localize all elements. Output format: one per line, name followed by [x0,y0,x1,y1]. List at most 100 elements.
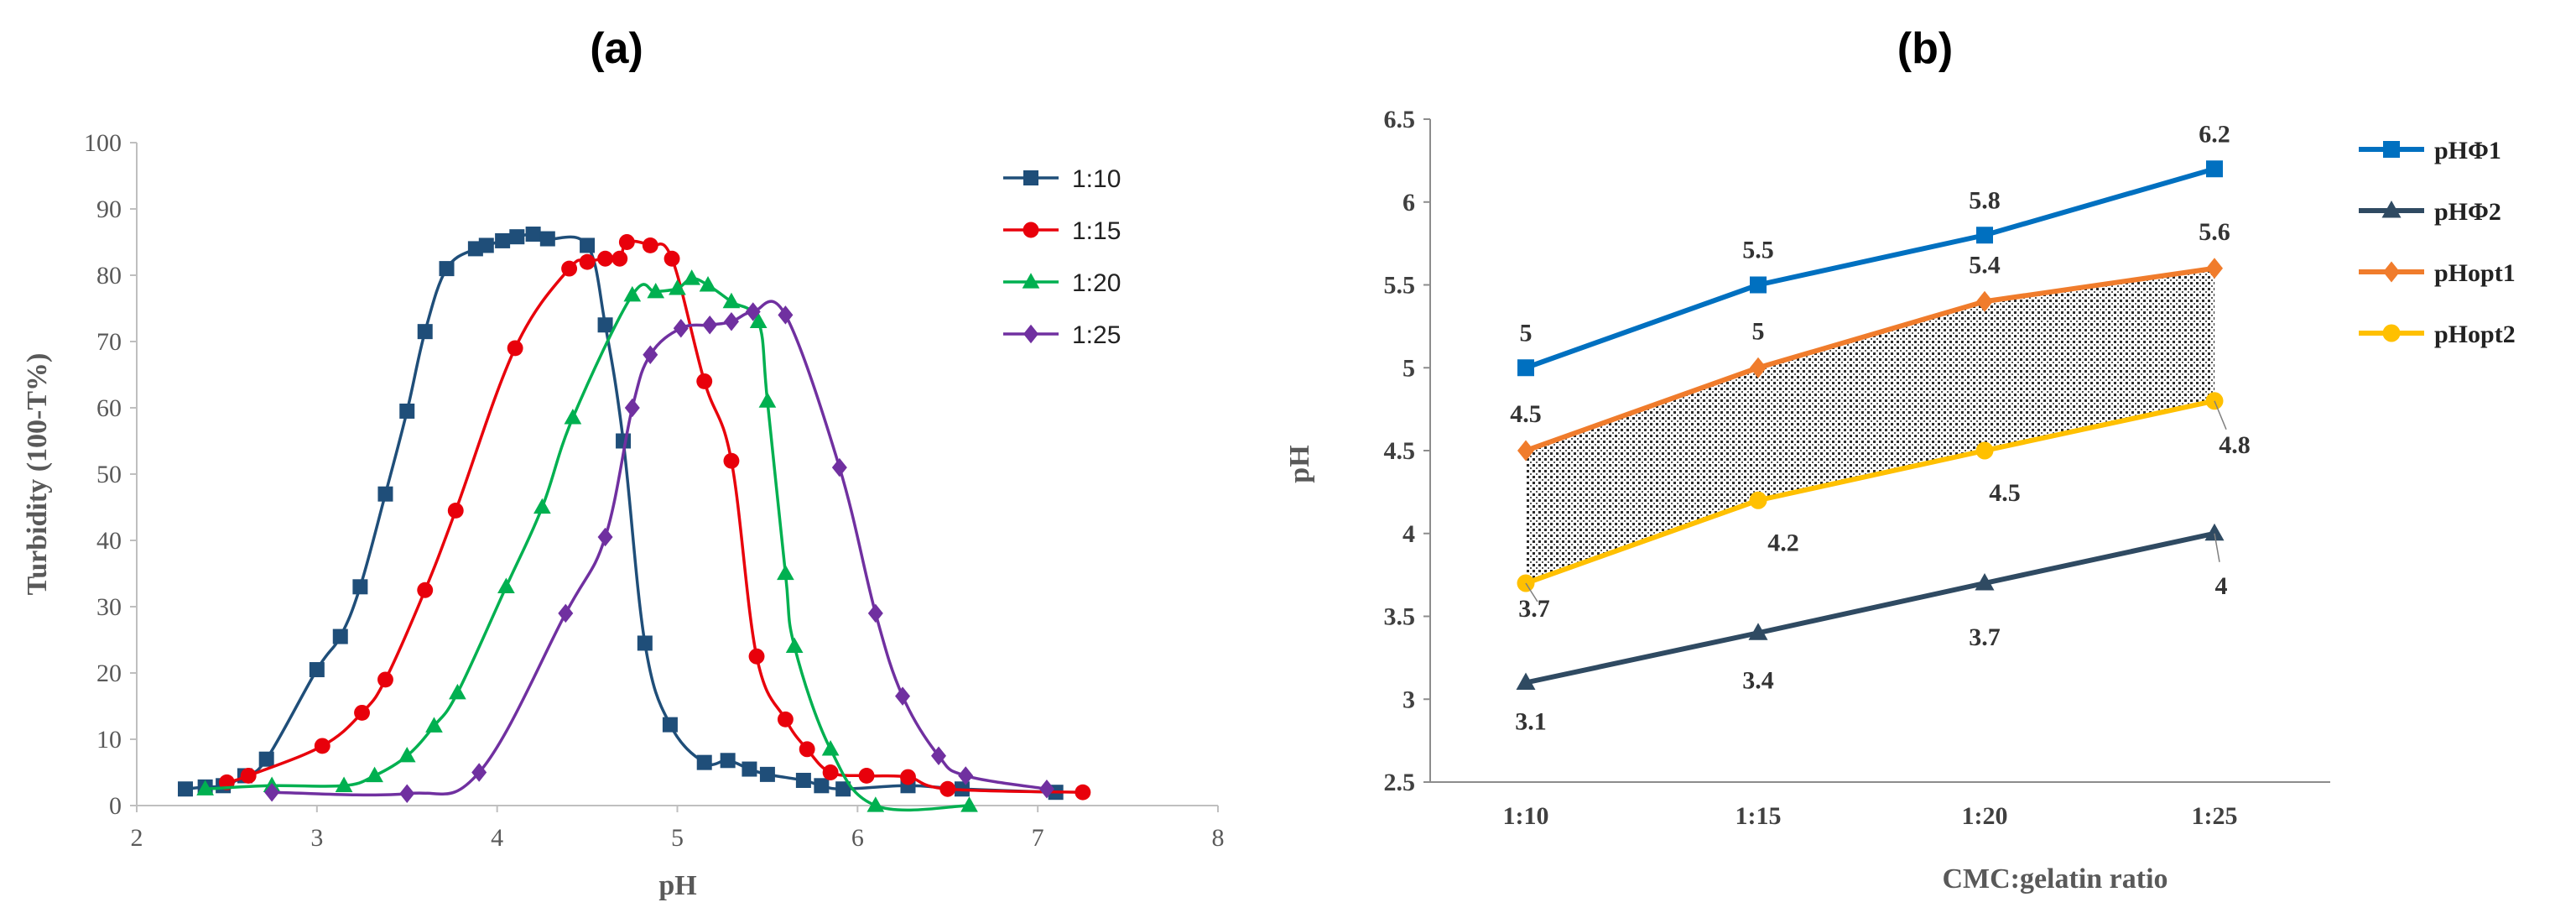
chart-a-data-point [939,780,956,797]
chart-a-legend-marker [1023,170,1038,185]
chart-a-legend-label: 1:25 [1072,321,1121,349]
chart-a-data-point [900,769,916,785]
chart-a-series-1-25 [264,300,1054,804]
chart-a-data-point [314,738,330,754]
chart-b-data-point [2206,160,2223,178]
chart-a-data-point [497,577,515,593]
chart-a-data-point [931,746,947,765]
chart-a-legend-item: 1:20 [1003,269,1121,297]
chart-b-data-label: 5.5 [1742,237,1774,264]
chart-b-data-label: 4.2 [1767,529,1799,556]
chart-a-x-tick-label: 3 [310,824,323,852]
chart-b-data-label: 4.8 [2219,431,2251,459]
chart-a-data-point [417,582,434,598]
chart-b-legend: pHΦ1 pHΦ2 pHopt1 pHopt2 [2359,137,2516,348]
chart-a-data-point [354,704,370,721]
chart-a-data-point [647,282,665,299]
chart-a-data-point [662,717,678,733]
chart-b-y-tick-label: 4 [1402,520,1415,548]
chart-a-legend-marker [1023,222,1039,238]
chart-a-data-point [352,579,368,595]
chart-a-series-1-20 [196,269,978,812]
chart-a-data-point [702,316,718,335]
chart-a-data-point [1038,780,1054,799]
chart-a-x-tick-label: 4 [491,824,503,852]
chart-a-legend-label: 1:10 [1072,165,1121,193]
chart-b-x-tick-label: 1:20 [1962,802,2008,830]
chart-b-y-tick-label: 3.5 [1384,603,1416,631]
chart-a-data-point [447,503,464,519]
chart-a-data-point [579,253,596,270]
chart-b-data-point [1975,441,1994,460]
chart-b: (b) 2.533.544.555.566.51:10 1:15 1:20 1:25 … [1284,24,2516,895]
chart-b-y-tick-label: 6 [1402,189,1415,216]
chart-b-y-tick-label: 3 [1402,686,1415,713]
chart-a-data-point [785,637,804,654]
chart-a-data-point [525,227,541,243]
chart-a-data-point [597,250,614,267]
chart-a-data-point [471,763,487,782]
chart-a-y-tick-label: 70 [96,328,122,356]
chart-b-data-label: 3.4 [1742,666,1774,694]
chart-b-series-line [1524,265,2215,453]
chart-a-data-point [580,237,596,253]
chart-a-x-tick-label: 2 [131,824,143,852]
chart-b-data-label: 5.4 [1969,251,2001,279]
chart-a-data-point [624,398,640,418]
chart-a-data-point [960,796,978,812]
chart-b-legend-marker [2381,201,2402,218]
chart-a-x-tick-label: 8 [1212,824,1225,852]
chart-a-x-axis-title: pH [658,870,696,901]
chart-a-data-point [332,629,348,644]
chart-a-series-line [205,277,970,812]
chart-b-legend-label: pHΦ1 [2434,137,2501,164]
chart-b-data-point [2206,258,2223,279]
chart-a-data-point [814,778,830,794]
chart-b-legend-label: pHΦ2 [2434,198,2501,226]
chart-b-y-tick-label: 5.5 [1384,272,1416,300]
chart-a-data-point [597,317,613,333]
chart-a-data-point [533,498,551,514]
chart-a-data-point [745,302,761,321]
chart-b-data-point [1750,357,1767,378]
chart-b-series-pHΦ2 [1516,523,2225,690]
chart-b-data-label: 5 [1752,317,1765,345]
chart-b-series-line [1524,398,2215,586]
chart-b-x-axis-title: CMC:gelatin ratio [1942,863,2167,895]
chart-b-data-label: 4.5 [1989,479,2021,507]
chart-a-data-point [777,564,794,581]
chart-a-data-point [831,457,847,477]
chart-a-data-point [778,305,794,325]
chart-a-data-point [748,648,765,665]
panel-b-label: (b) [1897,24,1953,73]
chart-a-data-point [449,683,466,700]
chart-a-data-point [664,250,680,267]
chart-a-data-point [478,237,494,253]
chart-b-series-line [1525,530,2215,686]
chart-a-data-point [425,717,443,733]
chart-a-data-point [835,781,851,797]
chart-a-data-point [683,269,701,285]
chart-a-y-tick-label: 80 [96,262,122,289]
chart-b-data-point [1748,623,1768,640]
chart-a-data-point [507,340,523,357]
chart-b-data-point [1750,276,1767,294]
chart-a-data-point [399,403,415,419]
chart-b-label-leader [2214,400,2227,430]
chart-a-data-point [196,780,214,795]
chart-a-data-point [399,784,415,804]
chart-b-y-tick-label: 6.5 [1384,106,1416,133]
chart-b-series-pHΦ1 [1517,160,2223,377]
chart-a-data-point [178,781,194,797]
chart-b-data-label: 5 [1520,319,1533,347]
chart-a-data-point [858,768,875,784]
chart-a-x-tick-label: 6 [851,824,864,852]
chart-a-data-point [377,671,393,688]
chart-b-legend-marker [2383,141,2400,158]
panel-a-label: (a) [590,24,643,73]
chart-a-data-point [723,312,739,331]
chart-b-data-label: 3.7 [1518,595,1550,623]
chart-a-legend-item: 1:10 [1003,165,1121,193]
chart-a-data-point [777,711,794,728]
chart-a-data-point [795,772,811,788]
